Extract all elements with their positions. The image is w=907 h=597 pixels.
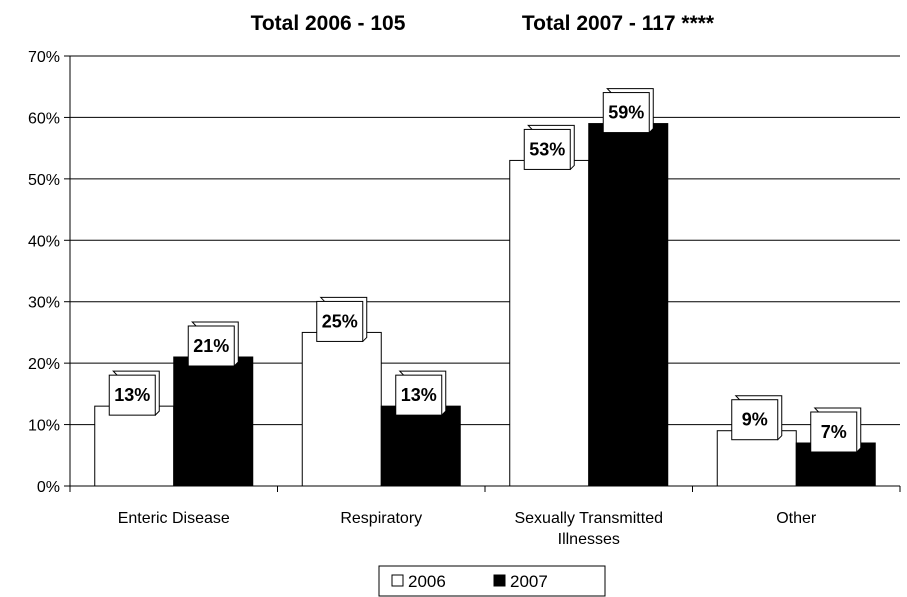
data-label: 13% [401, 385, 437, 405]
legend-swatch-2007 [493, 574, 506, 587]
data-label: 25% [322, 311, 358, 331]
data-label: 9% [742, 410, 768, 430]
data-label-box [731, 399, 779, 441]
legend-label-2007: 2007 [510, 572, 548, 591]
bars: 13% 21% 25% 13% 53% 59% 9% 7% [94, 88, 876, 487]
data-label-box [523, 128, 571, 170]
data-label-box [602, 92, 650, 134]
y-tick-label: 20% [28, 356, 60, 373]
data-label-box [395, 374, 443, 416]
y-tick-label: 50% [28, 172, 60, 189]
data-label: 59% [608, 103, 644, 123]
bar-2007 [588, 123, 669, 487]
bar-2006 [94, 405, 175, 487]
x-tick-label: Other [776, 510, 817, 527]
x-tick-label: Enteric Disease [118, 510, 230, 527]
legend-box [378, 565, 606, 597]
data-label: 7% [821, 422, 847, 442]
y-tick-label: 40% [28, 233, 60, 250]
bar-2007 [380, 405, 461, 487]
y-tick-label: 30% [28, 295, 60, 312]
bar-2006 [509, 159, 590, 487]
y-tick-label: 70% [28, 49, 60, 66]
y-tick-label: 60% [28, 110, 60, 127]
data-label: 53% [529, 139, 565, 159]
y-tick-label: 10% [28, 418, 60, 435]
bar-2007 [173, 356, 254, 487]
chart-title-2006: Total 2006 - 105 [251, 12, 406, 35]
chart-title-2007: Total 2007 - 117 **** [522, 12, 715, 35]
data-label: 13% [114, 385, 150, 405]
data-label-box [316, 300, 364, 342]
x-tick-label: Sexually Transmitted [514, 510, 663, 527]
x-tick-label: Illnesses [558, 531, 620, 548]
legend-swatch-2006 [391, 574, 404, 587]
bar-2006 [301, 331, 382, 487]
legend-label-2006: 2006 [408, 572, 446, 591]
data-label: 21% [193, 336, 229, 356]
legend: 2006 2007 [378, 565, 606, 597]
data-label-box [108, 374, 156, 416]
data-label-box [187, 325, 235, 367]
data-label-box [810, 411, 858, 453]
x-tick-label: Respiratory [340, 510, 422, 527]
y-tick-label: 0% [37, 479, 60, 496]
y-axis: 0% 10% 20% 30% 40% 50% 60% 70% [28, 49, 71, 496]
x-axis: Enteric Disease Respiratory Sexually Trans… [69, 485, 901, 548]
